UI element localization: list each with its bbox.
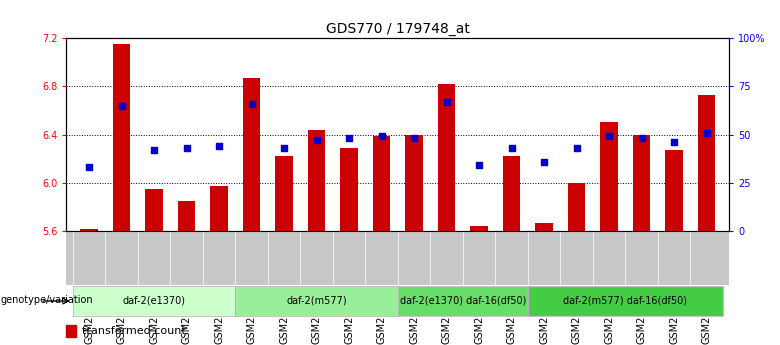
FancyBboxPatch shape: [528, 286, 723, 316]
Text: daf-2(e1370) daf-16(df50): daf-2(e1370) daf-16(df50): [399, 295, 526, 305]
Bar: [600, 122, 618, 231]
Bar: [470, 226, 488, 231]
Text: transformed count: transformed count: [82, 326, 186, 336]
Text: daf-2(m577) daf-16(df50): daf-2(m577) daf-16(df50): [563, 295, 687, 305]
Bar: [340, 148, 358, 231]
Bar: [373, 136, 391, 231]
Point: [115, 103, 128, 108]
Bar: [66, 325, 76, 337]
FancyBboxPatch shape: [398, 286, 528, 316]
Bar: [210, 186, 228, 231]
Point: [246, 101, 258, 106]
Point: [148, 147, 161, 153]
Point: [375, 134, 388, 139]
Bar: [502, 156, 520, 231]
FancyBboxPatch shape: [236, 286, 398, 316]
Point: [213, 144, 225, 149]
Point: [538, 159, 551, 164]
Point: [603, 134, 615, 139]
Bar: [405, 135, 423, 231]
Bar: [697, 95, 715, 231]
Point: [278, 145, 290, 151]
Title: GDS770 / 179748_at: GDS770 / 179748_at: [326, 21, 470, 36]
Text: daf-2(e1370): daf-2(e1370): [122, 295, 186, 305]
Bar: [438, 84, 456, 231]
Bar: [307, 130, 325, 231]
Point: [408, 136, 420, 141]
Bar: [112, 44, 130, 231]
Point: [180, 145, 193, 151]
Point: [473, 163, 485, 168]
Bar: [178, 201, 196, 231]
Point: [343, 136, 356, 141]
Bar: [275, 156, 293, 231]
FancyBboxPatch shape: [73, 286, 236, 316]
Point: [310, 138, 323, 143]
Text: daf-2(m577): daf-2(m577): [286, 295, 347, 305]
Bar: [145, 189, 163, 231]
Bar: [665, 150, 683, 231]
Point: [636, 136, 648, 141]
Bar: [568, 183, 586, 231]
Point: [570, 145, 583, 151]
Point: [700, 130, 713, 135]
Bar: [243, 78, 261, 231]
Text: genotype/variation: genotype/variation: [1, 295, 94, 305]
Bar: [633, 135, 651, 231]
Point: [441, 99, 453, 105]
Point: [83, 165, 95, 170]
Point: [668, 139, 680, 145]
Bar: [80, 229, 98, 231]
Bar: [535, 223, 553, 231]
Point: [505, 145, 518, 151]
